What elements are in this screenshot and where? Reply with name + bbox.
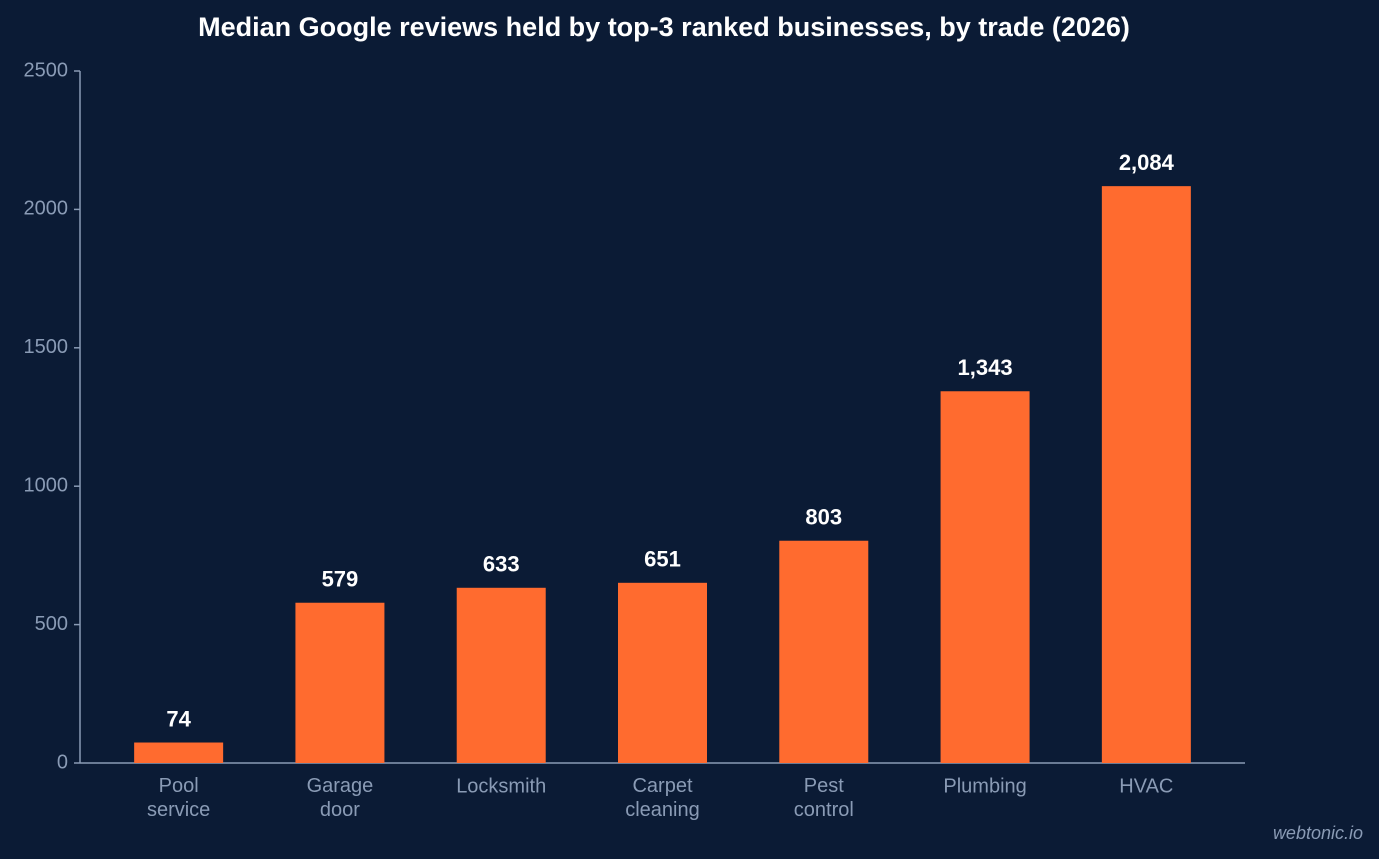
y-tick-label: 2000 [24, 198, 69, 220]
x-tick-label: Pool service [147, 775, 210, 821]
bar [1101, 186, 1191, 763]
value-label: 803 [805, 505, 842, 530]
bar [295, 602, 385, 763]
value-label: 2,084 [1119, 150, 1175, 175]
y-tick-label: 0 [57, 751, 68, 773]
value-label: 633 [483, 552, 520, 577]
bar [456, 587, 546, 763]
x-tick-label: HVAC [1119, 775, 1173, 797]
x-tick-label: Locksmith [456, 775, 546, 797]
y-tick-label: 1000 [24, 474, 69, 496]
value-label: 1,343 [958, 355, 1013, 380]
x-tick-label: Plumbing [943, 775, 1026, 797]
chart-title: Median Google reviews held by top-3 rank… [198, 12, 1130, 42]
y-tick-label: 1500 [24, 336, 69, 358]
value-label: 651 [644, 547, 681, 572]
y-tick-label: 2500 [24, 59, 69, 81]
bar [134, 742, 224, 763]
value-label: 579 [322, 567, 359, 592]
value-label: 74 [166, 706, 191, 731]
bar [779, 540, 869, 763]
watermark: webtonic.io [1273, 823, 1363, 843]
x-tick-label: Pest control [794, 775, 854, 821]
y-tick-label: 500 [35, 613, 68, 635]
bar [940, 391, 1030, 763]
x-tick-label: Garage door [307, 775, 374, 821]
bar [618, 582, 707, 763]
x-tick-label: Carpet cleaning [625, 775, 700, 821]
